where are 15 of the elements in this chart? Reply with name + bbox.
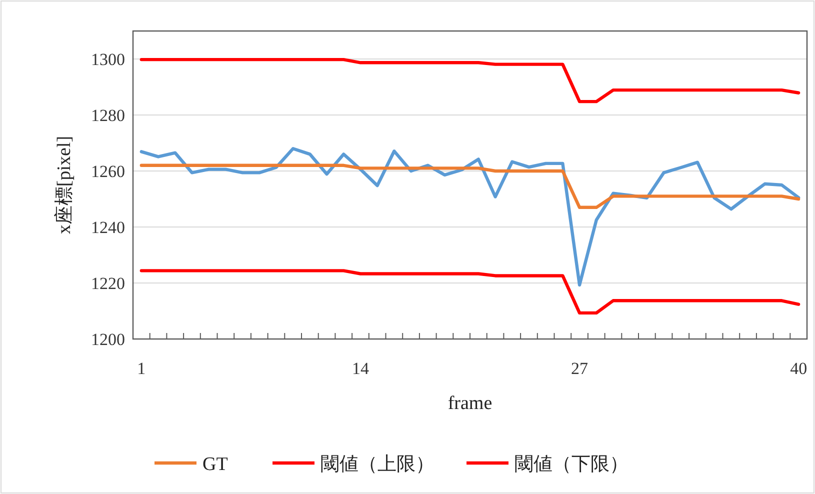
x-tick-label: 1	[137, 359, 146, 378]
y-tick-label: 1200	[91, 330, 125, 349]
x-tick-label: 14	[352, 359, 370, 378]
y-tick-label: 1280	[91, 106, 125, 125]
legend-label: 閾値（下限）	[514, 454, 628, 475]
legend-label: GT	[202, 454, 228, 475]
y-tick-label: 1240	[91, 218, 125, 237]
x-tick-label: 40	[790, 359, 808, 378]
y-tick-label: 1220	[91, 274, 125, 293]
legend-label: 閾値（上限）	[320, 454, 434, 475]
x-tick-label: 27	[571, 359, 589, 378]
x-axis-title: frame	[448, 393, 492, 414]
y-tick-label: 1260	[91, 162, 125, 181]
y-axis-title: x座標[pixel]	[53, 136, 75, 234]
y-tick-label: 1300	[91, 50, 125, 69]
